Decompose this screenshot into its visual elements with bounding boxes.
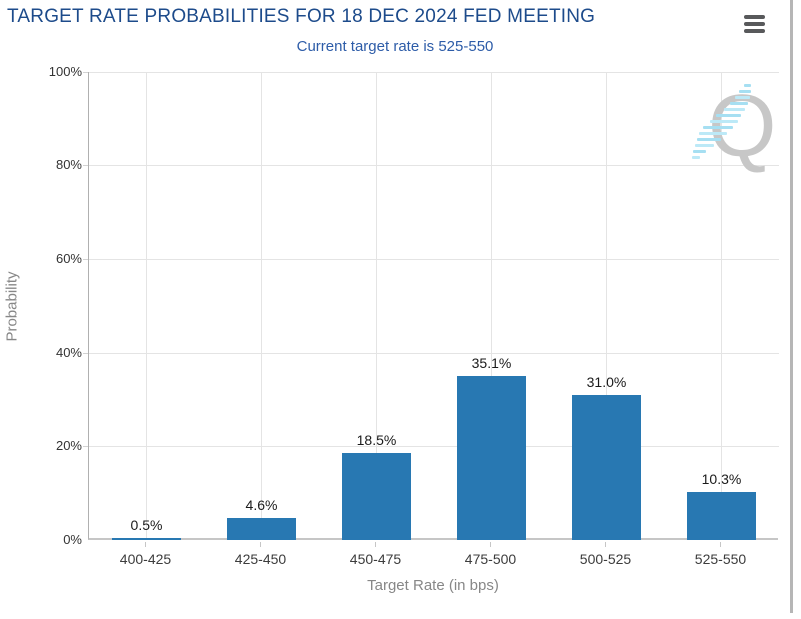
bar-slot: 10.3% [664,72,779,540]
y-tick-label: 80% [55,157,82,172]
y-tick-mark [83,353,88,354]
chart-subtitle: Current target rate is 525-550 [296,38,494,55]
gridline [89,353,779,354]
bar-525-550[interactable] [687,491,756,540]
hamburger-menu-icon[interactable] [744,13,768,35]
bar-slot: 35.1% [434,72,549,540]
bar-slot: 4.6% [204,72,319,540]
scrollbar[interactable] [790,0,793,613]
x-tick-mark [375,542,376,547]
bar-400-425[interactable] [112,537,181,540]
bar-500-525[interactable] [572,394,641,540]
x-tick-label: 450-475 [349,551,402,567]
y-tick-label: 40% [55,345,82,360]
bar-value-label: 4.6% [245,497,278,514]
x-tick-mark [605,542,606,547]
gridline [146,72,147,540]
y-tick-label: 20% [55,438,82,453]
bar-value-label: 35.1% [471,354,512,371]
y-tick-label: 100% [48,64,82,79]
x-tick-mark [490,542,491,547]
gridline [261,72,262,540]
bar-value-label: 0.5% [130,516,163,533]
gridline [89,259,779,260]
gridline [89,446,779,447]
gridline [89,165,779,166]
y-tick-label: 60% [55,251,82,266]
bar-450-475[interactable] [342,453,411,540]
menu-bar [744,29,765,33]
x-tick-mark [720,542,721,547]
x-tick-label: 500-525 [579,551,632,567]
bar-value-label: 10.3% [701,470,742,487]
gridline [376,72,377,540]
x-tick-mark [145,542,146,547]
y-tick-mark [83,259,88,260]
bar-425-450[interactable] [227,518,296,540]
y-tick-label: 0% [63,532,82,547]
bar-slot: 0.5% [89,72,204,540]
y-tick-mark [83,72,88,73]
bar-475-500[interactable] [457,375,526,540]
x-tick-label: 475-500 [464,551,517,567]
y-axis-title: Probability [3,271,21,342]
chart-title: TARGET RATE PROBABILITIES FOR 18 DEC 202… [7,6,596,27]
menu-bar [744,22,765,26]
bar-value-label: 31.0% [586,373,627,390]
bar-slot: 18.5% [319,72,434,540]
x-tick-label: 525-550 [694,551,747,567]
menu-bar [744,15,765,19]
gridline [491,72,492,540]
bar-slot: 31.0% [549,72,664,540]
y-tick-mark [83,165,88,166]
gridline [721,72,722,540]
gridline [89,72,779,73]
x-axis-tick-labels: 400-425 425-450 450-475 475-500 500-525 … [88,551,778,567]
gridline [606,72,607,540]
plot-area: 0.5% 4.6% 18.5% 35.1% 31.0% 10.3% [88,72,779,540]
bar-series: 0.5% 4.6% 18.5% 35.1% 31.0% 10.3% [89,72,779,540]
bar-value-label: 18.5% [356,432,397,449]
x-tick-mark [260,542,261,547]
y-tick-mark [83,446,88,447]
x-tick-label: 400-425 [119,551,172,567]
x-axis-title: Target Rate (in bps) [367,577,499,594]
x-tick-label: 425-450 [234,551,287,567]
